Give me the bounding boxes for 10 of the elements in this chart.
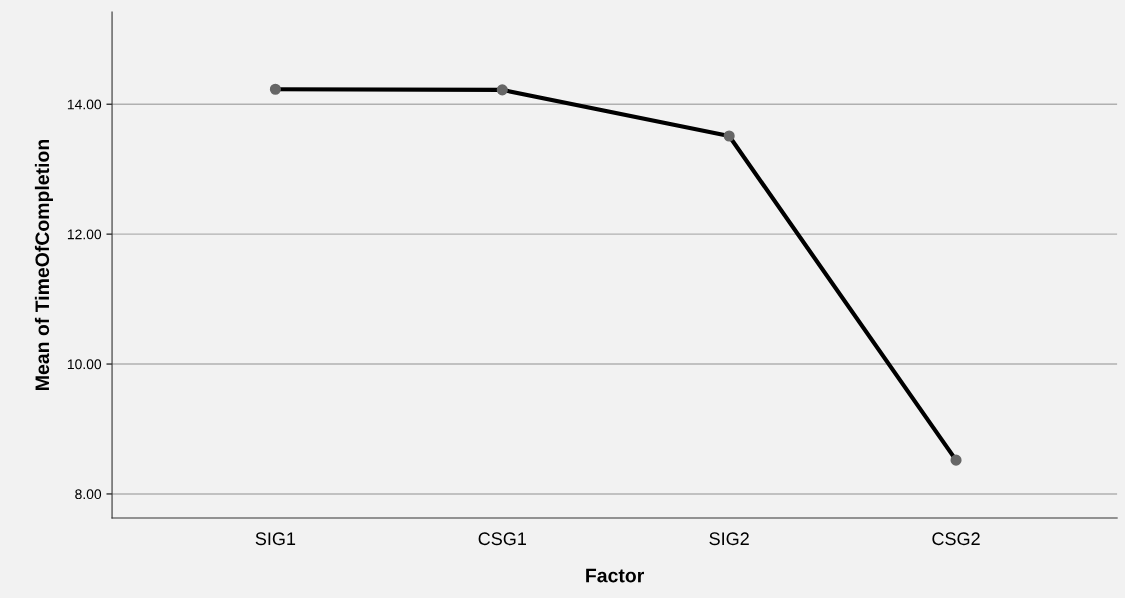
x-tick-label: CSG2	[932, 532, 980, 546]
y-tick-label: 14.00	[67, 99, 102, 110]
y-tick-label: 8.00	[75, 489, 102, 500]
y-tick-label: 10.00	[67, 359, 102, 370]
x-tick-label: CSG1	[478, 532, 526, 546]
x-tick-label: SIG1	[255, 532, 296, 546]
x-tick-label: SIG2	[709, 532, 749, 546]
y-tick-label: 12.00	[67, 229, 102, 240]
y-axis-title: Mean of TimeOfCompletion	[34, 139, 53, 390]
x-axis-title: Factor	[586, 568, 645, 583]
